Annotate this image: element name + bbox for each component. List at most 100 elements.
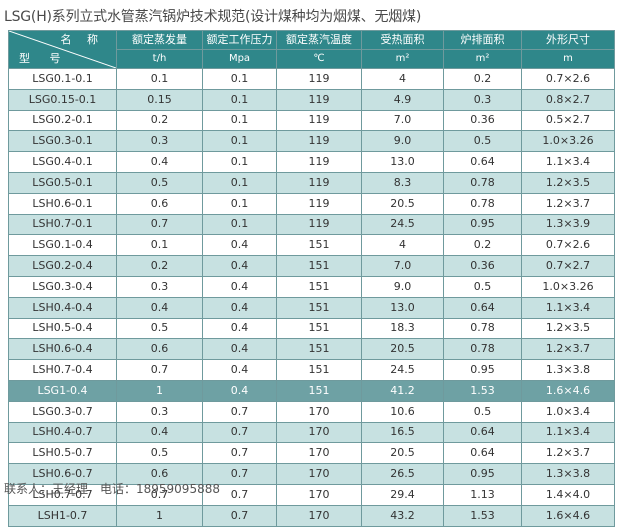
cell-grate-area: 0.36 — [443, 109, 522, 132]
cell-rated-evaporation: 0.15 — [116, 88, 203, 111]
table-row: LSG0.4-0.1 0.4 0.1 119 13.0 0.64 1.1×3.4 — [8, 151, 615, 173]
cell-dimensions: 1.3×3.9 — [521, 213, 615, 236]
column-header-steam-temperature: 额定蒸汽温度 ℃ — [276, 30, 362, 69]
cell-grate-area: 0.5 — [443, 275, 522, 298]
cell-heating-area: 8.3 — [361, 171, 444, 194]
table-row: LSH0.7-0.1 0.7 0.1 119 24.5 0.95 1.3×3.9 — [8, 213, 615, 236]
cell-heating-area: 26.5 — [361, 463, 444, 485]
cell-model: LSG1-0.4 — [8, 379, 117, 402]
cell-steam-temperature: 119 — [276, 68, 362, 90]
cell-steam-temperature: 119 — [276, 213, 362, 236]
cell-grate-area: 0.64 — [443, 151, 522, 173]
cell-heating-area: 16.5 — [361, 421, 444, 444]
cell-rated-pressure: 0.4 — [202, 234, 277, 257]
cell-heating-area: 4 — [361, 68, 444, 90]
header-name-label: 名 称 — [60, 33, 104, 46]
cell-rated-evaporation: 0.3 — [116, 400, 203, 423]
cell-steam-temperature: 151 — [276, 359, 362, 381]
cell-steam-temperature: 170 — [276, 400, 362, 423]
cell-grate-area: 0.64 — [443, 296, 522, 319]
cell-rated-pressure: 0.7 — [202, 421, 277, 444]
cell-grate-area: 0.95 — [443, 359, 522, 381]
column-header-name: 额定蒸汽温度 — [286, 33, 352, 46]
table-row: LSG0.3-0.4 0.3 0.4 151 9.0 0.5 1.0×3.26 — [8, 275, 615, 298]
cell-rated-pressure: 0.4 — [202, 379, 277, 402]
cell-steam-temperature: 170 — [276, 483, 362, 506]
cell-model: LSG0.3-0.1 — [8, 130, 117, 153]
cell-dimensions: 1.1×3.4 — [521, 151, 615, 173]
cell-heating-area: 20.5 — [361, 442, 444, 465]
table-row: LSH0.6-0.1 0.6 0.1 119 20.5 0.78 1.2×3.7 — [8, 192, 615, 215]
table-row: LSG0.2-0.4 0.2 0.4 151 7.0 0.36 0.7×2.7 — [8, 255, 615, 277]
cell-grate-area: 1.13 — [443, 483, 522, 506]
cell-grate-area: 0.95 — [443, 463, 522, 485]
cell-rated-pressure: 0.1 — [202, 192, 277, 215]
cell-rated-evaporation: 0.6 — [116, 463, 203, 485]
column-header-dimensions: 外形尺寸 m — [521, 30, 615, 69]
cell-steam-temperature: 119 — [276, 88, 362, 111]
cell-grate-area: 0.78 — [443, 171, 522, 194]
cell-steam-temperature: 170 — [276, 421, 362, 444]
cell-steam-temperature: 119 — [276, 151, 362, 173]
cell-rated-pressure: 0.1 — [202, 151, 277, 173]
cell-rated-evaporation: 0.3 — [116, 275, 203, 298]
cell-dimensions: 1.6×4.6 — [521, 379, 615, 402]
cell-model: LSH0.4-0.4 — [8, 296, 117, 319]
cell-rated-evaporation: 1 — [116, 379, 203, 402]
cell-rated-pressure: 0.7 — [202, 400, 277, 423]
cell-rated-pressure: 0.7 — [202, 442, 277, 465]
cell-dimensions: 0.8×2.7 — [521, 88, 615, 111]
cell-steam-temperature: 151 — [276, 338, 362, 361]
cell-heating-area: 13.0 — [361, 151, 444, 173]
cell-heating-area: 24.5 — [361, 213, 444, 236]
table-row: LSH0.5-0.7 0.5 0.7 170 20.5 0.64 1.2×3.7 — [8, 442, 615, 465]
cell-steam-temperature: 119 — [276, 171, 362, 194]
cell-model: LSG0.4-0.1 — [8, 151, 117, 173]
cell-rated-evaporation: 0.7 — [116, 213, 203, 236]
column-header-name: 额定工作压力 — [206, 33, 273, 46]
cell-dimensions: 1.1×3.4 — [521, 296, 615, 319]
diagonal-divider-icon — [9, 31, 116, 68]
table-row: LSH0.6-0.4 0.6 0.4 151 20.5 0.78 1.2×3.7 — [8, 338, 615, 361]
cell-rated-evaporation: 0.6 — [116, 338, 203, 361]
cell-model: LSH0.6-0.4 — [8, 338, 117, 361]
column-header-unit: ℃ — [277, 49, 361, 68]
cell-dimensions: 1.2×3.5 — [521, 171, 615, 194]
column-header-unit: m² — [444, 49, 521, 68]
cell-heating-area: 29.4 — [361, 483, 444, 506]
cell-rated-pressure: 0.7 — [202, 504, 277, 527]
cell-rated-evaporation: 1 — [116, 504, 203, 527]
cell-model: LSG0.1-0.1 — [8, 68, 117, 90]
cell-grate-area: 0.64 — [443, 421, 522, 444]
cell-rated-evaporation: 0.4 — [116, 296, 203, 319]
cell-grate-area: 1.53 — [443, 504, 522, 527]
column-header-name: 额定蒸发量 — [132, 33, 187, 46]
cell-grate-area: 0.78 — [443, 317, 522, 340]
table-row: LSG0.1-0.1 0.1 0.1 119 4 0.2 0.7×2.6 — [8, 68, 615, 90]
cell-heating-area: 9.0 — [361, 275, 444, 298]
cell-steam-temperature: 151 — [276, 296, 362, 319]
column-header-unit: t/h — [117, 49, 202, 68]
cell-model: LSH1-0.7 — [8, 504, 117, 527]
cell-steam-temperature: 170 — [276, 442, 362, 465]
column-header-name: 外形尺寸 — [546, 33, 590, 46]
cell-heating-area: 4.9 — [361, 88, 444, 111]
cell-dimensions: 1.3×3.8 — [521, 463, 615, 485]
cell-model: LSH0.7-0.1 — [8, 213, 117, 236]
header-corner-cell: 名 称 型 号 — [8, 30, 117, 69]
cell-rated-pressure: 0.1 — [202, 130, 277, 153]
cell-rated-pressure: 0.4 — [202, 317, 277, 340]
table-row: LSH1-0.7 1 0.7 170 43.2 1.53 1.6×4.6 — [8, 504, 615, 527]
cell-model: LSG0.15-0.1 — [8, 88, 117, 111]
column-header-unit: m² — [362, 49, 443, 68]
cell-rated-pressure: 0.4 — [202, 255, 277, 277]
cell-rated-evaporation: 0.5 — [116, 171, 203, 194]
cell-grate-area: 0.78 — [443, 192, 522, 215]
cell-dimensions: 1.2×3.7 — [521, 442, 615, 465]
table-row: LSG0.5-0.1 0.5 0.1 119 8.3 0.78 1.2×3.5 — [8, 171, 615, 194]
cell-rated-pressure: 0.1 — [202, 109, 277, 132]
cell-heating-area: 13.0 — [361, 296, 444, 319]
column-header-unit: Mpa — [203, 49, 276, 68]
cell-rated-pressure: 0.4 — [202, 275, 277, 298]
header-model-label: 型 号 — [19, 52, 69, 65]
